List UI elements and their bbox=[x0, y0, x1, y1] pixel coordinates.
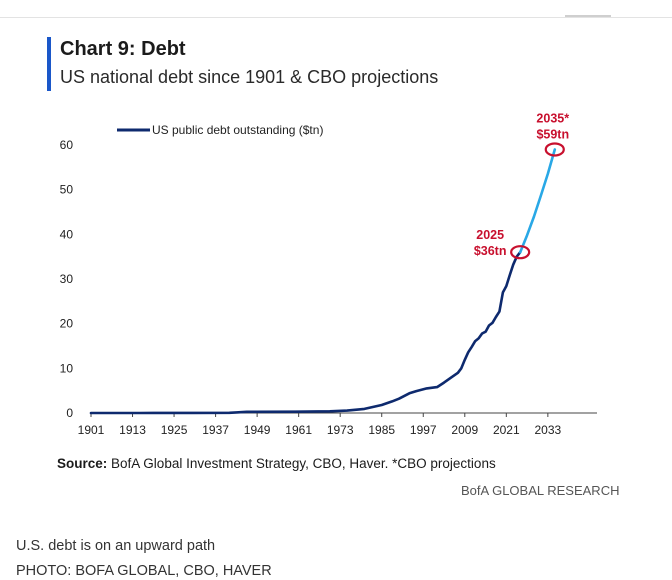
x-tick-label: 1937 bbox=[202, 423, 229, 437]
y-tick-label: 50 bbox=[60, 183, 74, 197]
x-tick-label: 2033 bbox=[534, 423, 561, 437]
image-caption: U.S. debt is on an upward path bbox=[16, 538, 216, 554]
top-corner-mark bbox=[565, 15, 611, 17]
y-tick-label: 20 bbox=[60, 317, 74, 331]
debt-series-line bbox=[89, 250, 522, 415]
annotation-year: 2025 bbox=[476, 228, 504, 242]
chart-title: Chart 9: Debt bbox=[60, 38, 186, 60]
y-tick-label: 10 bbox=[60, 361, 74, 375]
x-tick-label: 1985 bbox=[368, 423, 395, 437]
chart-card: Chart 9: Debt US national debt since 190… bbox=[33, 28, 633, 508]
x-tick-label: 1901 bbox=[78, 423, 105, 437]
y-tick-label: 0 bbox=[66, 406, 73, 420]
source-line: Source: BofA Global Investment Strategy,… bbox=[57, 456, 496, 471]
x-tick-label: 1949 bbox=[244, 423, 271, 437]
photo-credit: PHOTO: BOFA GLOBAL, CBO, HAVER bbox=[16, 563, 272, 579]
annotation-marker bbox=[544, 142, 565, 157]
x-tick-label: 1973 bbox=[327, 423, 354, 437]
annotation-value: $59tn bbox=[536, 127, 569, 141]
x-tick-label: 1913 bbox=[119, 423, 146, 437]
annotation-marker bbox=[510, 245, 531, 260]
x-tick-label: 1961 bbox=[285, 423, 312, 437]
annotation-value: $36tn bbox=[474, 244, 507, 258]
brand-credit: BofA GLOBAL RESEARCH bbox=[461, 483, 620, 498]
title-accent-bar bbox=[47, 37, 51, 91]
x-tick-label: 2021 bbox=[493, 423, 520, 437]
source-label: Source: bbox=[57, 456, 108, 471]
y-tick-label: 40 bbox=[60, 227, 74, 241]
x-tick-label: 1997 bbox=[410, 423, 437, 437]
cbo-projection-line bbox=[518, 148, 557, 254]
legend-label: US public debt outstanding ($tn) bbox=[152, 123, 323, 137]
top-divider bbox=[0, 17, 672, 18]
debt-line-chart: 0 10 20 30 40 50 60 1901 1913 1925 1937 1949 1961 197… bbox=[60, 111, 597, 437]
x-tick-label: 2009 bbox=[451, 423, 478, 437]
x-tick-label: 1925 bbox=[161, 423, 188, 437]
annotation-year: 2035* bbox=[536, 111, 569, 125]
source-text: BofA Global Investment Strategy, CBO, Ha… bbox=[111, 456, 496, 471]
y-tick-label: 30 bbox=[60, 272, 74, 286]
chart-subtitle: US national debt since 1901 & CBO projec… bbox=[60, 67, 439, 87]
y-tick-label: 60 bbox=[60, 138, 74, 152]
